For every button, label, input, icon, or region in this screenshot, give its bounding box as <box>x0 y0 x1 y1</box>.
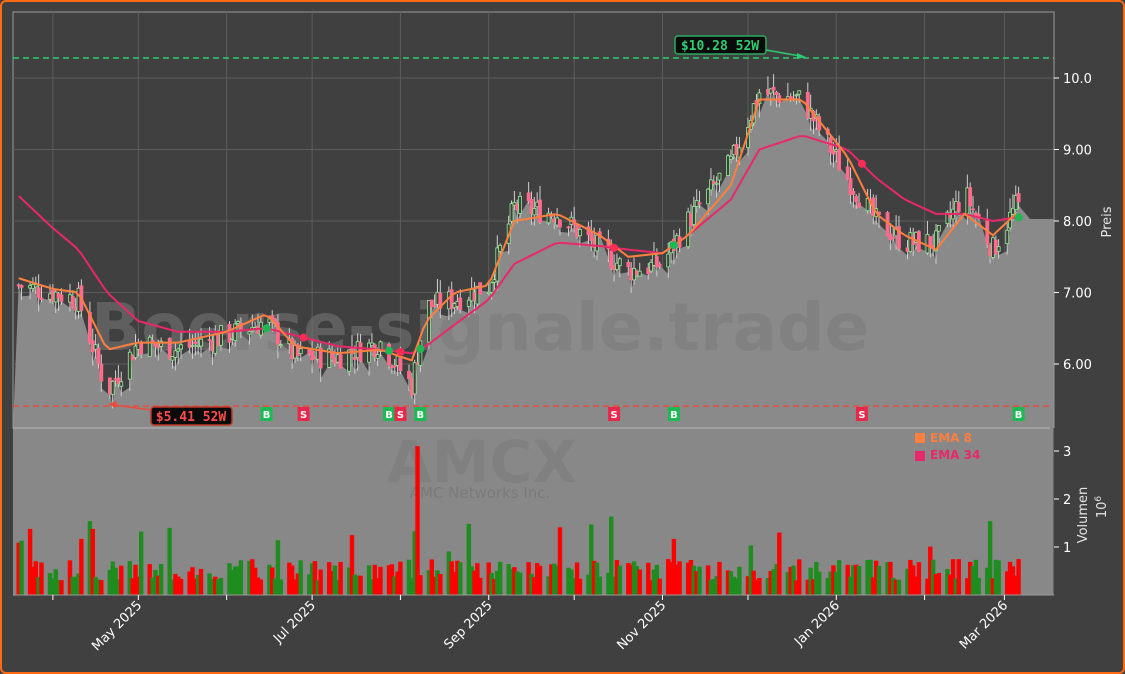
watermark-text: Boerse-signale.trade <box>91 289 869 366</box>
x-tick-label: Jul 2025 <box>270 598 319 647</box>
volume-tick-label: 1 <box>1063 541 1071 556</box>
sell-signal-marker: S <box>394 407 407 421</box>
svg-text:B: B <box>1015 410 1023 421</box>
price-tick-label: 7.00 <box>1063 287 1092 302</box>
price-tick-label: 9.00 <box>1063 144 1092 159</box>
price-tick-label: 10.0 <box>1063 72 1092 87</box>
price-tick-label: 8.00 <box>1063 215 1092 230</box>
svg-text:B: B <box>670 410 678 421</box>
low-52w-badge: $5.41 52W <box>108 401 233 426</box>
x-tick-label: May 2025 <box>89 598 145 654</box>
volume-bars <box>16 446 1021 595</box>
watermark: Boerse-signale.trade <box>91 289 869 366</box>
svg-text:B: B <box>385 410 393 421</box>
price-tick-label: 6.00 <box>1063 358 1092 373</box>
svg-text:B: B <box>417 410 425 421</box>
sell-signal-marker: S <box>297 407 310 421</box>
svg-text:B: B <box>263 410 271 421</box>
svg-text:S: S <box>610 410 617 421</box>
buy-signal-marker: B <box>667 407 680 421</box>
high-52w-label: $10.28 52W <box>681 39 759 54</box>
volume-tick-label: 3 <box>1063 445 1071 460</box>
sell-signal-marker: S <box>855 407 868 421</box>
x-tick-label: Jan 2026 <box>791 598 843 650</box>
volume-panel: AMCX AMC Networks Inc. EMA 8 EMA 34 <box>13 427 1054 595</box>
sell-signal-marker: S <box>608 407 621 421</box>
legend-ema8-swatch <box>915 433 925 443</box>
svg-text:S: S <box>300 410 307 421</box>
ema-34-line <box>18 135 1016 355</box>
x-tick-label: Sep 2025 <box>441 598 495 652</box>
watermark-company: AMC Networks Inc. <box>410 484 551 502</box>
svg-text:S: S <box>397 410 404 421</box>
x-tick-label: Mar 2026 <box>957 598 1011 652</box>
legend-ema8-label: EMA 8 <box>930 431 972 445</box>
volume-tick-label: 2 <box>1063 493 1071 508</box>
x-tick-label: Nov 2025 <box>614 598 669 653</box>
legend-ema34-label: EMA 34 <box>930 448 980 462</box>
x-axis: May 2025 Jul 2025 Sep 2025 Nov 2025 Jan 2026… <box>13 594 1054 654</box>
price-panel: Boerse-signale.trade $10.28 52W $5.41 52… <box>12 11 1055 429</box>
buy-signal-marker: B <box>1012 407 1025 421</box>
price-axis-title: Preis <box>1100 206 1115 237</box>
buy-signal-marker: B <box>260 407 273 421</box>
buy-signal-marker: B <box>414 407 427 421</box>
svg-text:S: S <box>858 410 865 421</box>
volume-axis-title: Volumen <box>1076 487 1091 544</box>
volume-axis: 1 2 3 <box>1053 428 1071 595</box>
volume-multiplier: 106 <box>1094 496 1110 519</box>
price-axis: 6.00 7.00 8.00 9.00 10.0 <box>1053 12 1092 428</box>
legend: EMA 8 EMA 34 <box>915 431 980 462</box>
low-52w-label: $5.41 52W <box>156 410 227 425</box>
ema-8-line <box>18 98 1017 362</box>
high-52w-badge: $10.28 52W <box>674 35 806 59</box>
price-area-fill <box>13 91 1054 428</box>
crossover-dots <box>262 159 1023 356</box>
legend-ema34-swatch <box>915 451 925 461</box>
buy-signal-marker: B <box>383 407 396 421</box>
